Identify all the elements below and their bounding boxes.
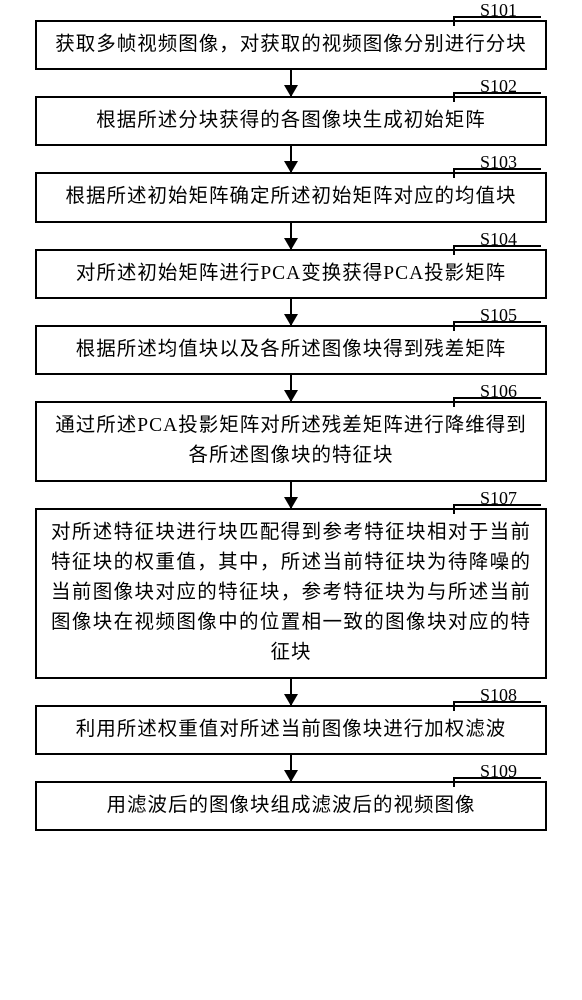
label-leader-line xyxy=(453,168,541,178)
step-box: 对所述初始矩阵进行PCA变换获得PCA投影矩阵 xyxy=(35,249,547,299)
label-leader-line xyxy=(453,92,541,102)
flowchart-container: S101 获取多帧视频图像，对获取的视频图像分别进行分块 S102 根据所述分块… xyxy=(35,20,547,831)
step-box: 根据所述均值块以及各所述图像块得到残差矩阵 xyxy=(35,325,547,375)
step-s104: S104 对所述初始矩阵进行PCA变换获得PCA投影矩阵 xyxy=(35,249,547,299)
label-leader-line xyxy=(453,245,541,255)
step-s102: S102 根据所述分块获得的各图像块生成初始矩阵 xyxy=(35,96,547,146)
label-leader-line xyxy=(453,701,541,711)
step-s107: S107 对所述特征块进行块匹配得到参考特征块相对于当前特征块的权重值，其中，所… xyxy=(35,508,547,679)
step-s103: S103 根据所述初始矩阵确定所述初始矩阵对应的均值块 xyxy=(35,172,547,222)
arrow-down xyxy=(290,70,292,96)
step-box: 根据所述初始矩阵确定所述初始矩阵对应的均值块 xyxy=(35,172,547,222)
label-leader-line xyxy=(453,16,541,26)
step-s105: S105 根据所述均值块以及各所述图像块得到残差矩阵 xyxy=(35,325,547,375)
step-box: 利用所述权重值对所述当前图像块进行加权滤波 xyxy=(35,705,547,755)
step-box: 通过所述PCA投影矩阵对所述残差矩阵进行降维得到各所述图像块的特征块 xyxy=(35,401,547,481)
label-leader-line xyxy=(453,397,541,407)
step-box: 获取多帧视频图像，对获取的视频图像分别进行分块 xyxy=(35,20,547,70)
step-s106: S106 通过所述PCA投影矩阵对所述残差矩阵进行降维得到各所述图像块的特征块 xyxy=(35,401,547,481)
arrow-down xyxy=(290,223,292,249)
label-leader-line xyxy=(453,321,541,331)
label-leader-line xyxy=(453,504,541,514)
arrow-down xyxy=(290,482,292,508)
step-box: 对所述特征块进行块匹配得到参考特征块相对于当前特征块的权重值，其中，所述当前特征… xyxy=(35,508,547,679)
step-s108: S108 利用所述权重值对所述当前图像块进行加权滤波 xyxy=(35,705,547,755)
label-leader-line xyxy=(453,777,541,787)
arrow-down xyxy=(290,679,292,705)
step-s109: S109 用滤波后的图像块组成滤波后的视频图像 xyxy=(35,781,547,831)
arrow-down xyxy=(290,299,292,325)
step-box: 用滤波后的图像块组成滤波后的视频图像 xyxy=(35,781,547,831)
arrow-down xyxy=(290,375,292,401)
arrow-down xyxy=(290,755,292,781)
step-s101: S101 获取多帧视频图像，对获取的视频图像分别进行分块 xyxy=(35,20,547,70)
arrow-down xyxy=(290,146,292,172)
step-box: 根据所述分块获得的各图像块生成初始矩阵 xyxy=(35,96,547,146)
